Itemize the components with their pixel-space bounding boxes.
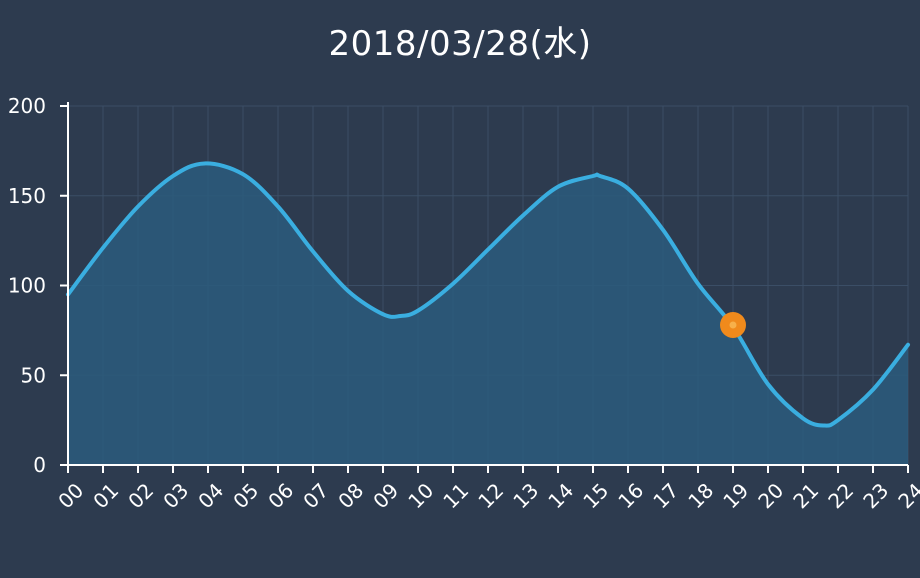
x-tick-label: 23 [858, 478, 893, 513]
x-tick-label: 11 [438, 478, 473, 513]
x-tick-label: 05 [228, 478, 263, 513]
x-tick-label: 16 [613, 478, 648, 513]
x-tick-label: 24 [893, 478, 920, 513]
x-tick-label: 08 [333, 478, 368, 513]
current-time-marker-center [729, 321, 737, 329]
x-tick-label: 13 [508, 478, 543, 513]
x-tick-label: 02 [123, 478, 158, 513]
chart-title: 2018/03/28(水) [328, 24, 592, 64]
x-tick-label: 20 [753, 478, 788, 513]
x-tick-label: 03 [158, 478, 193, 513]
series-line [66, 161, 910, 428]
x-tick-label: 17 [648, 478, 683, 513]
x-tick-label: 18 [683, 478, 718, 513]
x-tick-label: 07 [298, 478, 333, 513]
x-tick-label: 21 [788, 478, 823, 513]
marker-layer [720, 311, 746, 338]
area-layer [66, 161, 910, 466]
x-tick-label: 10 [403, 478, 438, 513]
series-area [68, 163, 908, 466]
y-tick-label: 200 [8, 94, 46, 118]
x-tick-label: 12 [473, 478, 508, 513]
x-tick-label: 00 [53, 478, 88, 513]
y-tick-label: 50 [21, 363, 46, 387]
y-tick-label: 150 [8, 184, 46, 208]
y-tick-label: 100 [8, 274, 46, 298]
x-tick-label: 04 [193, 478, 228, 513]
x-tick-label: 22 [823, 478, 858, 513]
x-tick-label: 14 [543, 478, 578, 513]
x-tick-label: 09 [368, 478, 403, 513]
x-tick-label: 01 [88, 478, 123, 513]
x-tick-label: 19 [718, 478, 753, 513]
y-tick-label: 0 [33, 453, 46, 477]
x-tick-label: 15 [578, 478, 613, 513]
x-tick-label: 06 [263, 478, 298, 513]
